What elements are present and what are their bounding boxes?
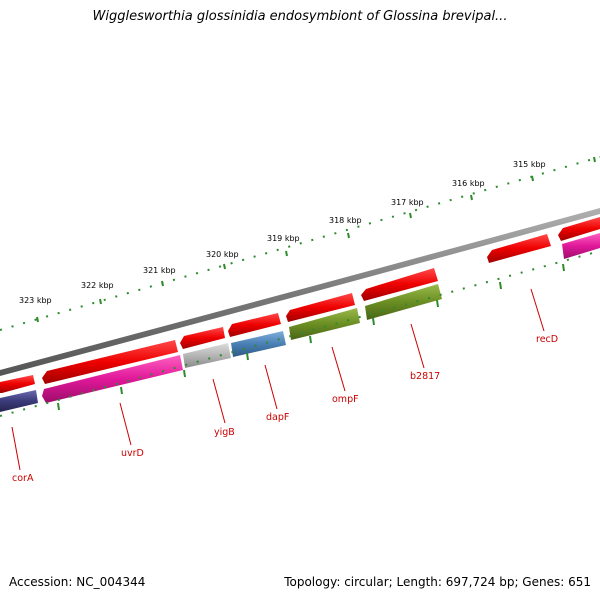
gene-label-uvrD[interactable]: uvrD bbox=[121, 448, 144, 459]
minor-tick bbox=[120, 386, 123, 395]
inner-major-ticks bbox=[57, 263, 565, 411]
genome-title: Wigglesworthia glossinidia endosymbiont … bbox=[92, 9, 508, 24]
scale-label-318: 318 kbp bbox=[329, 216, 362, 225]
accession-info: Accession: NC_004344 bbox=[9, 575, 145, 589]
gene-arrow-recD[interactable] bbox=[487, 234, 551, 263]
gene-arrow-ompF[interactable] bbox=[289, 308, 360, 340]
gene-arrow-edge-rev[interactable] bbox=[562, 233, 600, 259]
scale-label-316: 316 kbp bbox=[452, 179, 485, 188]
major-tick bbox=[161, 280, 164, 287]
minor-tick bbox=[246, 352, 249, 361]
genome-summary: Topology: circular; Length: 697,724 bp; … bbox=[284, 575, 591, 589]
genes-label: Genes: bbox=[522, 575, 565, 589]
topology-label: Topology: bbox=[284, 575, 341, 589]
gene-arrow-yigB[interactable] bbox=[183, 343, 231, 368]
leader-line-uvrD bbox=[119, 402, 132, 446]
gene-arrow-b2817-fwd[interactable] bbox=[361, 268, 438, 301]
gene-label-dapF[interactable]: dapF bbox=[266, 412, 289, 423]
label-leader-lines bbox=[11, 288, 545, 471]
major-tick bbox=[99, 298, 102, 305]
gene-arrow-edge-fwd[interactable] bbox=[558, 217, 600, 241]
scale-label-320: 320 kbp bbox=[206, 250, 239, 259]
scale-label-319: 319 kbp bbox=[267, 234, 300, 243]
minor-tick bbox=[183, 369, 186, 378]
minor-tick bbox=[372, 317, 375, 326]
minor-tick bbox=[499, 281, 502, 290]
scale-label-322: 322 kbp bbox=[81, 281, 114, 290]
genes-value: 651 bbox=[568, 575, 591, 589]
gene-label-yigB[interactable]: yigB bbox=[214, 427, 235, 438]
major-tick bbox=[593, 156, 596, 163]
major-tick bbox=[285, 250, 288, 257]
gene-arrow-corA[interactable] bbox=[0, 390, 38, 412]
leader-line-yigB bbox=[212, 378, 226, 424]
minor-tick bbox=[57, 402, 60, 411]
scale-label-317: 317 kbp bbox=[391, 198, 424, 207]
leader-line-b2817 bbox=[410, 323, 425, 369]
gene-arrow-ompF-fwd[interactable] bbox=[286, 293, 355, 322]
leader-line-dapF bbox=[264, 364, 278, 410]
gene-arrow-yigB-fwd[interactable] bbox=[180, 327, 225, 349]
scale-labels: 315 kbp 316 kbp 317 kbp 318 kbp 319 kbp … bbox=[19, 160, 546, 305]
genome-backbone bbox=[0, 208, 600, 376]
gene-arrow-uvrD[interactable] bbox=[42, 355, 183, 403]
gene-label-corA[interactable]: corA bbox=[12, 473, 34, 484]
length-label: Length: bbox=[396, 575, 442, 589]
length-value: 697,724 bp bbox=[445, 575, 515, 589]
major-tick bbox=[470, 194, 473, 201]
leader-line-recD bbox=[530, 288, 545, 332]
minor-tick bbox=[436, 299, 439, 308]
leader-line-corA bbox=[11, 426, 21, 471]
major-tick bbox=[409, 212, 412, 219]
topology-value: circular bbox=[344, 575, 389, 589]
major-tick bbox=[223, 263, 226, 270]
accession-value: NC_004344 bbox=[76, 575, 146, 589]
forward-strand-genes bbox=[0, 217, 600, 393]
gene-label-b2817[interactable]: b2817 bbox=[410, 371, 440, 382]
minor-tick bbox=[309, 335, 312, 344]
major-tick bbox=[36, 316, 39, 323]
gene-labels: recD b2817 ompF dapF yigB uvrD corA bbox=[12, 334, 558, 484]
major-tick bbox=[347, 232, 350, 239]
gene-arrow-uvrD-fwd[interactable] bbox=[42, 340, 178, 384]
gene-arrow-dapF-fwd[interactable] bbox=[228, 313, 281, 337]
leader-line-ompF bbox=[331, 346, 346, 392]
gene-label-ompF[interactable]: ompF bbox=[332, 394, 359, 405]
major-tick bbox=[531, 175, 534, 182]
gene-arrow-dapF[interactable] bbox=[231, 331, 286, 357]
gene-label-recD[interactable]: recD bbox=[536, 334, 558, 345]
accession-label: Accession: bbox=[9, 575, 73, 589]
gene-arrow-corA-fwd[interactable] bbox=[0, 375, 35, 393]
gene-arrow-b2817[interactable] bbox=[365, 284, 442, 320]
scale-label-315: 315 kbp bbox=[513, 160, 546, 169]
outer-tick-ring bbox=[0, 156, 600, 331]
outer-major-ticks bbox=[36, 156, 596, 323]
scale-label-321: 321 kbp bbox=[143, 266, 176, 275]
scale-label-323: 323 kbp bbox=[19, 296, 52, 305]
minor-tick bbox=[562, 263, 565, 272]
reverse-strand-genes bbox=[0, 233, 600, 412]
